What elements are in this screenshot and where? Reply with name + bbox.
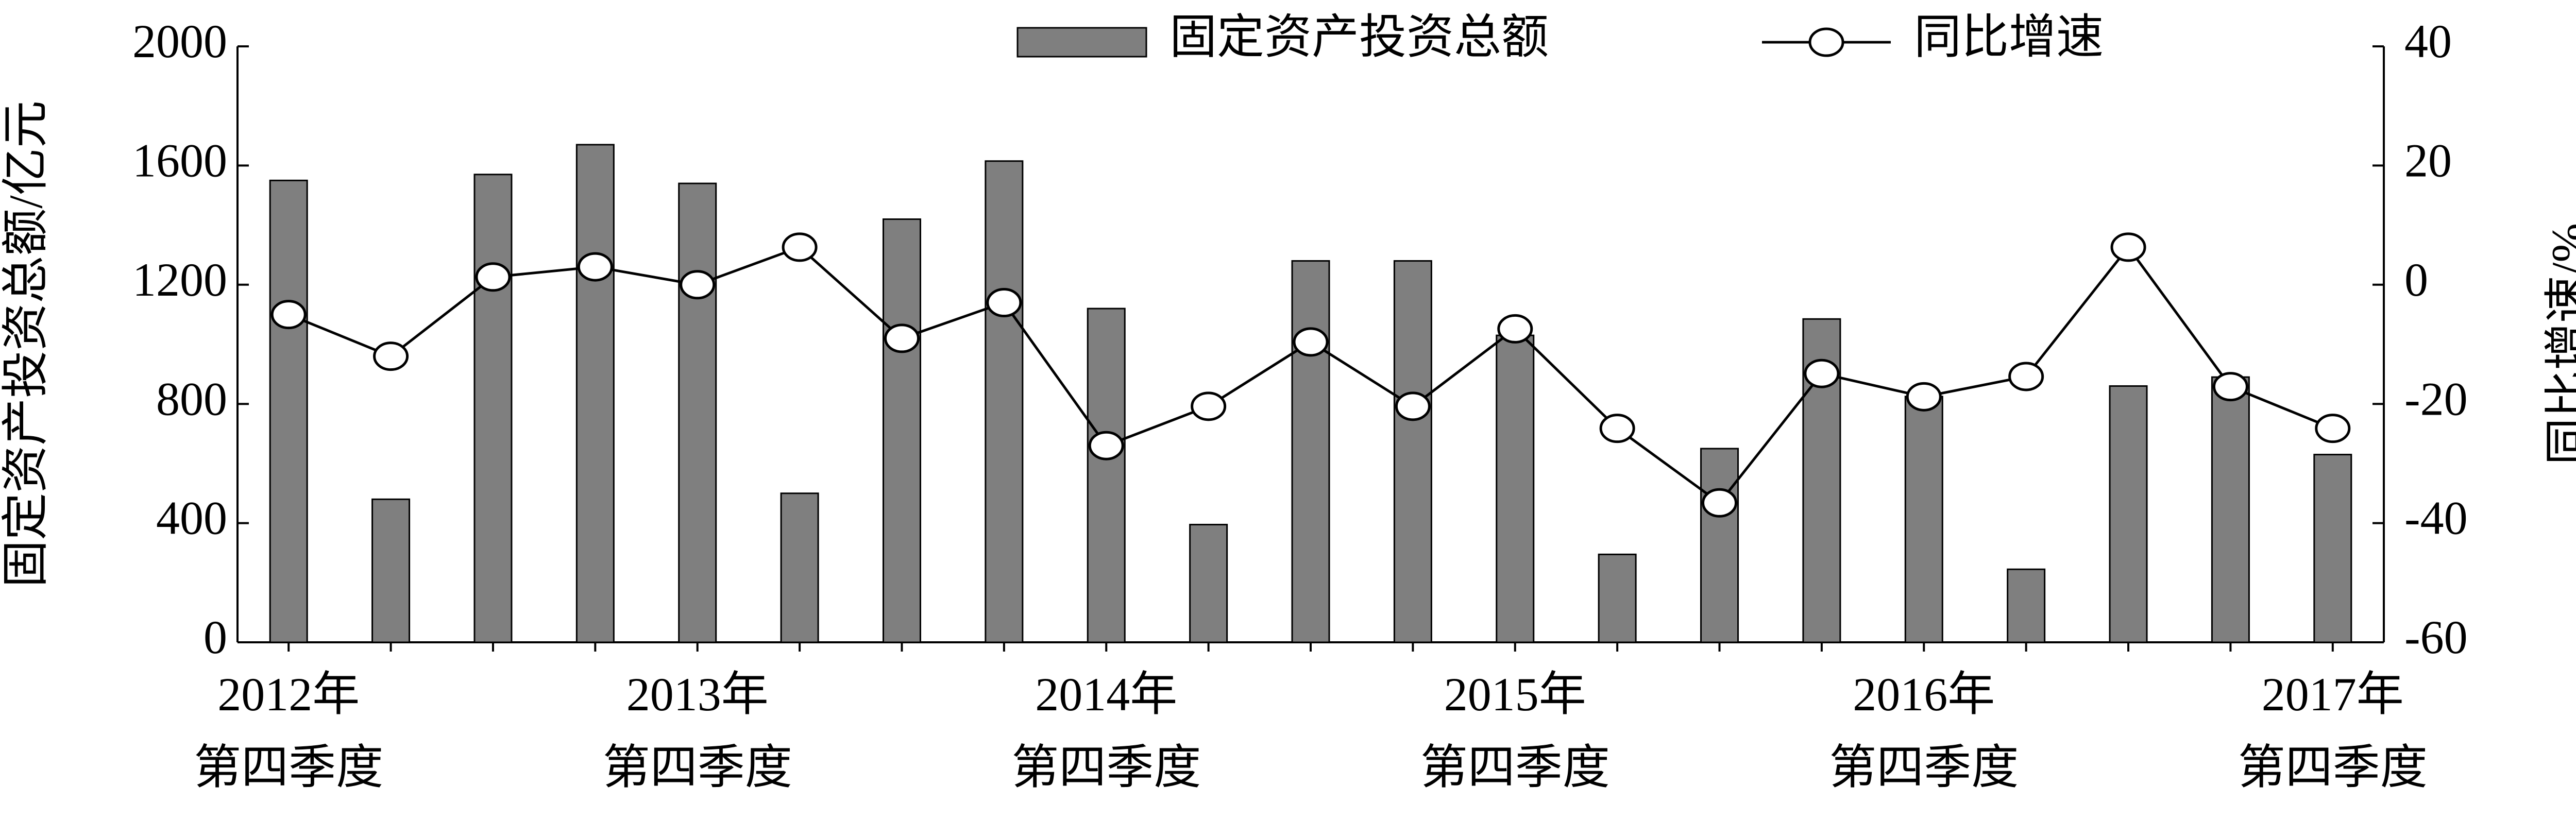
bar [2007,568,2046,643]
marker [1191,391,1227,421]
bar [1087,308,1126,643]
bar [780,492,819,643]
bar [678,182,717,643]
marker [1497,314,1533,344]
marker [373,341,409,371]
x-tick-label: 2016年 第四季度 [1829,668,2019,794]
bar [2211,376,2250,643]
y2-tick-label: 0 [2404,253,2428,306]
bar [985,160,1024,643]
marker [270,300,307,330]
y2-tick-label: -20 [2404,372,2468,425]
bar [575,144,615,643]
legend-label: 同比增速 [1914,11,2104,63]
marker [1395,391,1431,421]
bar [473,174,513,643]
y-tick-label: 800 [156,372,227,425]
y2-tick-label: 20 [2404,134,2452,187]
marker [2212,372,2248,402]
marker [680,270,716,300]
bar [1189,523,1228,643]
bar [1598,553,1637,643]
marker [2008,362,2044,391]
y2-tick-label: 40 [2404,15,2452,67]
y2-tick-label: -60 [2404,611,2468,663]
marker [986,288,1022,318]
y-axis-title: 固定资产投资总额/亿元 [0,100,52,588]
bar [1291,260,1330,643]
bar [2109,385,2148,643]
x-tick-label: 2012年 第四季度 [194,668,384,794]
x-tick-label: 2014年 第四季度 [1011,668,1201,794]
bar [2313,454,2352,643]
bar [1700,448,1739,643]
y-tick-label: 400 [156,492,227,544]
x-tick-label: 2017年 第四季度 [2238,668,2428,794]
y-tick-label: 1200 [132,253,227,306]
bar [1904,396,1943,643]
marker [1293,327,1329,357]
bar [371,498,411,643]
marker [2315,414,2351,443]
marker [577,252,613,282]
legend-marker [1808,27,1844,57]
marker [2110,232,2146,262]
marker [782,232,818,262]
bar [269,179,308,643]
y-tick-label: 1600 [132,134,227,187]
x-tick-label: 2013年 第四季度 [602,668,792,794]
x-tick-label: 2015年 第四季度 [1420,668,1610,794]
legend-label: 固定资产投资总额 [1170,11,1549,63]
marker [1599,414,1635,443]
marker [475,262,511,292]
marker [1906,382,1942,412]
marker [1702,488,1738,518]
y-tick-label: 2000 [132,15,227,67]
marker [1088,431,1124,460]
y2-tick-label: -40 [2404,492,2468,544]
y2-axis-title: 同比增速/% [2542,223,2576,465]
y-tick-label: 0 [204,611,227,663]
bar [1496,334,1535,643]
marker [884,323,920,353]
bar [1393,260,1432,643]
legend-swatch [1016,27,1147,58]
bar [882,218,921,643]
marker [1804,358,1840,388]
